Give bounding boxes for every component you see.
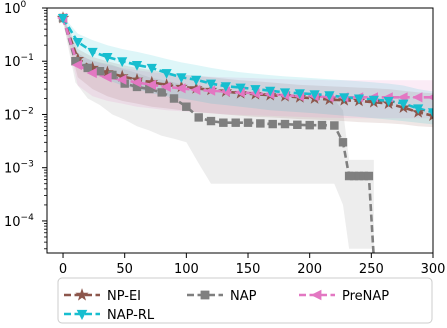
band-prenap <box>63 16 433 119</box>
point-nap <box>330 121 339 130</box>
y-tick-exponent: −3 <box>21 160 34 170</box>
point-nap-rl <box>176 73 187 83</box>
point-nap <box>95 67 105 76</box>
point-nap <box>157 88 166 97</box>
point-np-ei <box>426 109 433 122</box>
point-nap <box>305 120 314 130</box>
y-tick-label: 10−2 <box>4 106 34 123</box>
point-nap-rl <box>161 69 172 79</box>
y-tick-label: 10−4 <box>4 213 34 230</box>
point-nap-rl <box>324 91 335 101</box>
point-prenap <box>427 94 433 101</box>
x-tick-label: 150 <box>236 262 261 277</box>
point-prenap <box>412 92 423 103</box>
point-nap <box>194 113 203 122</box>
point-nap-rl <box>353 94 365 105</box>
y-axis: 10−4 10−3 10−2 10−1 100 <box>4 0 47 250</box>
point-nap-rl <box>220 82 231 92</box>
point-nap <box>317 120 327 130</box>
point-nap <box>364 171 374 181</box>
point-prenap <box>175 83 186 94</box>
y-tick-exponent: 0 <box>21 0 27 10</box>
point-nap-rl <box>368 95 379 106</box>
x-tick-label: 250 <box>359 262 384 277</box>
point-nap-rl <box>117 57 128 67</box>
point-nap-rl <box>398 99 409 110</box>
legend-label-np-ei: NP-EI <box>107 289 141 304</box>
point-prenap <box>116 74 127 85</box>
point-prenap <box>160 81 171 92</box>
point-prenap <box>86 67 97 79</box>
point-nap-rl <box>383 96 394 107</box>
point-nap <box>169 94 179 103</box>
point-nap <box>293 120 302 129</box>
point-nap-rl <box>294 89 305 99</box>
legend-marker-prenap <box>310 289 322 301</box>
point-nap-rl <box>427 108 433 118</box>
point-prenap <box>71 59 82 71</box>
point-nap-rl <box>413 104 424 115</box>
legend-label-prenap: PreNAP <box>342 289 389 304</box>
y-tick-label: 100 <box>4 0 27 17</box>
legend: NP-EI NAP PreNAP NAP-RL <box>57 277 433 324</box>
x-tick-label: 300 <box>421 262 446 277</box>
point-nap-rl <box>235 83 246 94</box>
legend-box <box>57 277 433 324</box>
point-nap-rl <box>265 86 276 97</box>
point-nap-rl <box>205 79 217 90</box>
point-prenap <box>190 84 201 95</box>
legend-marker-nap-rl <box>76 309 88 320</box>
point-nap <box>268 119 277 129</box>
point-nap-rl <box>102 52 113 63</box>
point-prenap <box>145 79 156 90</box>
point-nap-rl <box>146 63 157 74</box>
legend-label-nap-rl: NAP-RL <box>107 308 155 323</box>
legend-label-nap: NAP <box>230 289 257 304</box>
point-prenap <box>131 77 142 88</box>
point-nap <box>243 118 253 127</box>
point-prenap <box>101 72 112 83</box>
x-tick-label: 100 <box>174 262 199 277</box>
point-nap-rl <box>279 88 291 99</box>
point-nap <box>83 63 92 73</box>
legend-marker-nap <box>200 290 210 300</box>
point-nap-rl <box>57 14 69 24</box>
point-nap <box>182 102 191 111</box>
point-prenap <box>205 85 216 96</box>
point-nap <box>219 118 228 127</box>
point-nap-rl <box>309 90 320 100</box>
y-tick-exponent: −4 <box>21 213 35 223</box>
point-nap-rl <box>131 60 143 71</box>
point-nap <box>256 119 265 128</box>
x-axis: 0 50 100 150 200 250 300 <box>59 253 446 277</box>
x-tick-label: 0 <box>59 262 67 277</box>
x-tick-label: 50 <box>116 262 133 277</box>
point-nap-rl <box>87 47 98 58</box>
confidence-bands <box>63 16 433 249</box>
series-markers <box>56 11 433 181</box>
point-nap <box>231 118 240 127</box>
x-tick-label: 200 <box>297 262 322 277</box>
y-tick-exponent: −2 <box>21 106 34 116</box>
point-nap-rl <box>339 93 350 104</box>
band-nap <box>63 16 374 249</box>
point-nap-rl <box>250 85 261 95</box>
y-tick-label: 10−3 <box>4 160 34 177</box>
y-tick-exponent: −1 <box>21 53 34 63</box>
point-nap <box>338 138 348 147</box>
point-nap <box>280 119 290 129</box>
legend-marker-np-ei <box>75 288 89 301</box>
point-nap-rl <box>191 75 202 86</box>
point-nap <box>206 116 216 126</box>
y-tick-label: 10−1 <box>4 53 34 70</box>
point-nap-rl <box>72 37 83 48</box>
